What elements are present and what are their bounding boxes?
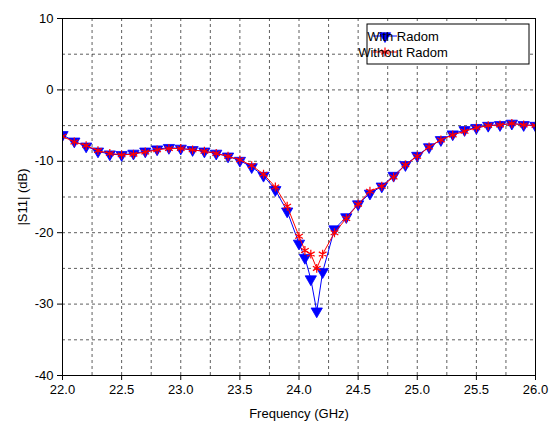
svg-text:23.5: 23.5 [227, 382, 252, 397]
svg-text:-40: -40 [35, 368, 54, 383]
svg-text:With Radom: With Radom [367, 29, 439, 44]
svg-text:22.5: 22.5 [109, 382, 134, 397]
svg-text:-10: -10 [35, 153, 54, 168]
svg-text:25.0: 25.0 [405, 382, 430, 397]
svg-text:Without Radom: Without Radom [358, 45, 448, 60]
svg-text:25.5: 25.5 [464, 382, 489, 397]
svg-text:-30: -30 [35, 296, 54, 311]
svg-text:-20: -20 [35, 225, 54, 240]
svg-text:26.0: 26.0 [523, 382, 548, 397]
svg-text:|S11| (dB): |S11| (dB) [15, 168, 30, 225]
svg-text:Frequency (GHz): Frequency (GHz) [249, 406, 349, 421]
svg-text:23.0: 23.0 [168, 382, 193, 397]
svg-text:24.0: 24.0 [286, 382, 311, 397]
svg-text:0: 0 [46, 82, 53, 97]
svg-text:22.0: 22.0 [50, 382, 75, 397]
svg-text:24.5: 24.5 [345, 382, 370, 397]
svg-text:10: 10 [39, 11, 53, 26]
